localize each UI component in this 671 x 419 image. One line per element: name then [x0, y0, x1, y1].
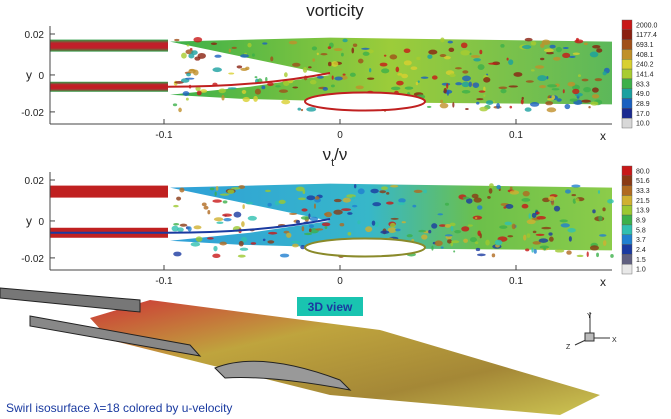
- colorbar-swatch: [621, 29, 633, 40]
- colorbar-swatch: [621, 205, 633, 216]
- colorbar-label: 2.4: [636, 247, 646, 254]
- colorbar-label: 49.0: [636, 91, 650, 98]
- colorbar-swatch: [621, 117, 633, 129]
- colorbar-swatch: [621, 263, 633, 275]
- view-3d: 3D view Y Z X: [0, 287, 617, 415]
- colorbar-swatch: [621, 195, 633, 206]
- colorbar-label: 693.1: [636, 42, 654, 49]
- vorticity-panel: vorticity 0.02 0 -0.02 y -0.1 0 0.1 x 2000.0 1177.…: [21, 1, 657, 143]
- view-label-box: [297, 297, 363, 316]
- colorbar-swatch: [621, 49, 633, 60]
- title-rest: /ν: [334, 145, 347, 164]
- colorbar-swatch: [621, 88, 633, 99]
- colorbar-label: 28.9: [636, 101, 650, 108]
- colorbar-label: 141.4: [636, 72, 654, 79]
- shear-layer: [50, 218, 331, 234]
- axis-y: Y: [587, 313, 592, 320]
- colorbar-swatch: [621, 165, 633, 177]
- shear-layer: [50, 72, 331, 88]
- colorbar-swatch: [621, 108, 633, 119]
- x-tick-label: 0: [337, 276, 343, 287]
- view-label: 3D view: [308, 300, 353, 314]
- title-subscript: t: [331, 157, 334, 169]
- airfoil: [304, 91, 426, 112]
- x-tick-label: 0.1: [509, 130, 523, 141]
- colorbar-swatch: [621, 19, 633, 31]
- colorbar-label: 17.0: [636, 111, 650, 118]
- colorbar-label: 51.6: [636, 178, 650, 185]
- colorbar-label: 8.9: [636, 218, 646, 225]
- axis-x: X: [612, 337, 617, 344]
- colorbar-swatch: [621, 214, 633, 226]
- colorbar-label: 408.1: [636, 52, 654, 59]
- y-label: y: [26, 214, 32, 228]
- panel-title: νt/ν: [323, 145, 348, 169]
- x-tick-label: 0.1: [509, 276, 523, 287]
- y-tick-label: 0.02: [25, 176, 45, 187]
- upper-jet: [50, 185, 168, 198]
- airfoil: [304, 237, 426, 258]
- y-tick-label: -0.02: [21, 108, 44, 119]
- y-tick-label: 0: [38, 217, 44, 228]
- colorbar-swatch: [621, 244, 633, 255]
- colorbar-swatch: [621, 224, 633, 235]
- colorbar-swatch: [621, 185, 633, 196]
- y-label: y: [26, 68, 32, 82]
- colorbar-swatch: [621, 98, 633, 109]
- colorbar-label: 33.3: [636, 188, 650, 195]
- x-tick-label: -0.1: [155, 276, 173, 287]
- colorbar-label: 5.8: [636, 227, 646, 234]
- colorbar-label: 1177.4: [636, 32, 657, 39]
- colorbar-label: 3.7: [636, 237, 646, 244]
- colorbar-label: 10.0: [636, 121, 650, 128]
- colorbar-label: 21.5: [636, 198, 650, 205]
- caption: Swirl isosurface λ=18 colored by u-veloc…: [6, 401, 232, 415]
- colorbar-swatch: [621, 68, 633, 80]
- colorbar-swatch: [621, 78, 633, 89]
- colorbar-swatch: [621, 254, 633, 265]
- colorbar-swatch: [621, 39, 633, 50]
- colorbar-label: 83.3: [636, 81, 650, 88]
- colorbar-swatch: [621, 59, 633, 70]
- colorbar-label: 13.9: [636, 208, 650, 215]
- x-label: x: [600, 129, 606, 143]
- colorbar-label: 1.5: [636, 257, 646, 264]
- axis-z: Z: [566, 344, 571, 351]
- y-tick-label: -0.02: [21, 254, 44, 265]
- colorbar-label: 240.2: [636, 62, 654, 69]
- x-label: x: [600, 275, 606, 289]
- y-tick-label: 0.02: [25, 30, 45, 41]
- y-tick-label: 0: [38, 71, 44, 82]
- colorbar-swatch: [621, 234, 633, 245]
- colorbar-label: 2000.0: [636, 22, 658, 29]
- x-tick-label: -0.1: [155, 130, 173, 141]
- x-tick-label: 0: [337, 130, 343, 141]
- viscosity-panel: νt/ν 0.02 0 -0.02 y -0.1 0 0.1 x 80.0 51.6 33.3 21.5…: [21, 145, 650, 289]
- upper-jet: [50, 39, 168, 52]
- title-symbol: ν: [323, 145, 332, 164]
- panel-title: vorticity: [306, 1, 364, 20]
- colorbar-label: 1.0: [636, 267, 646, 274]
- colorbar-label: 80.0: [636, 168, 650, 175]
- colorbar-swatch: [621, 175, 633, 186]
